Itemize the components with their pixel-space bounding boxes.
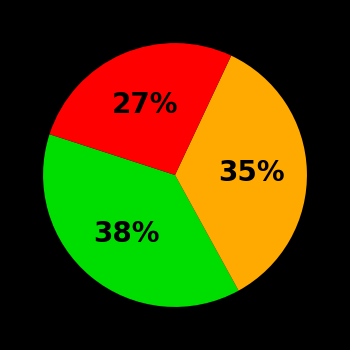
Wedge shape — [43, 134, 239, 307]
Text: 35%: 35% — [218, 159, 285, 187]
Wedge shape — [49, 43, 231, 175]
Text: 38%: 38% — [93, 220, 160, 248]
Wedge shape — [175, 56, 307, 290]
Text: 27%: 27% — [111, 91, 178, 119]
